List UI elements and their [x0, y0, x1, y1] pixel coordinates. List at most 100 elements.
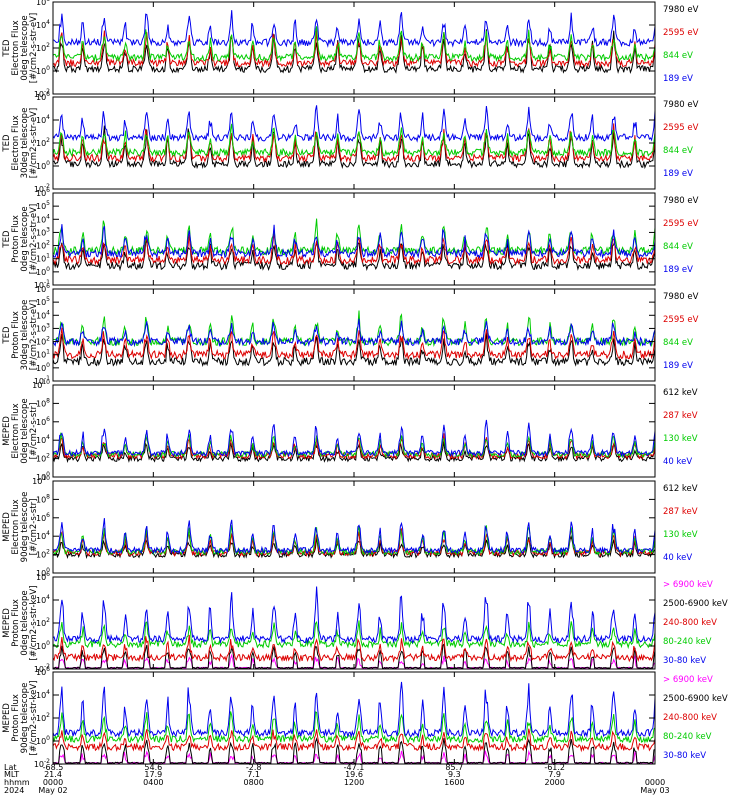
y-tick-label: 102 [36, 453, 50, 464]
panel-2: 106 104 102 100 10-2 TED Electron Flux 30deg te… [2, 91, 699, 194]
series-line [52, 441, 656, 464]
y-axis-label: Electron Flux [11, 499, 21, 554]
legend-entry: 240-800 keV [663, 713, 717, 723]
y-tick-label: 106 [36, 512, 50, 523]
y-tick-label: 101 [36, 349, 50, 360]
y-tick-label: 104 [36, 19, 50, 30]
panel-5: 1010 108 106 104 102 100 MEPED Electron Flux 0de… [2, 379, 698, 482]
legend-entry: 80-240 keV [663, 637, 712, 647]
series-line [52, 318, 656, 347]
series-line [52, 105, 656, 143]
y-tick-label: 108 [36, 397, 50, 408]
x-axis-value: 0000 [43, 778, 63, 787]
x-axis-value: 7.9 [548, 770, 561, 779]
y-axis-label: 0deg telescope [20, 206, 30, 271]
legend-entry: 2500-6900 keV [663, 694, 728, 704]
y-tick-label: 102 [36, 240, 50, 251]
legend-entry: 2595 eV [663, 219, 699, 229]
y-axis-label: MEPED [2, 416, 12, 446]
legend-entry: 7980 eV [663, 5, 699, 15]
y-axis-label: 0deg telescope [20, 398, 30, 463]
y-tick-label: 102 [36, 549, 50, 560]
legend-entry: 189 eV [663, 169, 693, 179]
x-axis-value: 9.3 [448, 770, 461, 779]
y-axis-label: Electron Flux [11, 403, 21, 458]
y-axis-label: MEPED [2, 608, 12, 638]
y-tick-label: 10-1 [34, 375, 50, 386]
x-axis-value: 85.7 [445, 763, 463, 772]
y-axis-label: TED [2, 230, 12, 249]
series-line [52, 419, 656, 458]
y-tick-label: 101 [36, 253, 50, 264]
y-axis-label: [#/cm2-s-str] [29, 403, 39, 460]
legend-entry: 844 eV [663, 338, 693, 348]
series-line [52, 10, 656, 48]
y-tick-label: 106 [36, 416, 50, 427]
legend-entry: 7980 eV [663, 100, 699, 110]
x-axis-value: 0800 [243, 778, 263, 787]
legend-entry: 287 keV [663, 411, 698, 421]
y-tick-label: 103 [36, 226, 50, 237]
x-axis-value: -61.2 [544, 763, 565, 772]
panel-frame [52, 384, 656, 478]
panel-frame [52, 192, 656, 286]
legend-entry: 80-240 keV [663, 732, 712, 742]
y-tick-label: 102 [36, 137, 50, 148]
legend-entry: 2500-6900 keV [663, 599, 728, 609]
y-tick-label: 106 [36, 91, 50, 102]
y-axis-label: [#/cm2-s-str-keV] [29, 681, 39, 756]
series-line [52, 634, 656, 663]
legend-entry: 189 eV [663, 74, 693, 84]
legend-entry: 40 keV [663, 457, 692, 467]
panel-6: 1010 108 106 104 102 100 MEPED Electron Flux 90d… [2, 475, 698, 578]
y-axis-label: 90deg telescope [20, 683, 30, 754]
x-axis-row-label: MLT [4, 770, 19, 779]
x-axis-value: 21.4 [44, 770, 62, 779]
legend-entry: 844 eV [663, 146, 693, 156]
legend-entry: 7980 eV [663, 292, 699, 302]
series-line [52, 123, 656, 164]
panel-frame [52, 671, 656, 765]
x-axis-value: 7.1 [247, 770, 260, 779]
x-axis-value: 54.6 [144, 763, 162, 772]
y-tick-label: 106 [36, 187, 50, 198]
series-line [52, 327, 656, 361]
legend-entry: 2595 eV [663, 123, 699, 133]
series-line [52, 681, 656, 739]
series-line [52, 620, 656, 650]
y-axis-label: MEPED [2, 512, 12, 542]
y-tick-label: 106 [36, 0, 50, 7]
y-tick-label: 10-2 [34, 183, 50, 194]
y-axis-label: TED [2, 134, 12, 153]
series-line [52, 310, 656, 348]
y-axis-label: [#/cm2-s-str-eV] [29, 13, 39, 83]
y-tick-label: 100 [36, 735, 50, 746]
x-axis-row-label: hhmm [4, 778, 30, 787]
legend-entry: 844 eV [663, 242, 693, 252]
y-tick-label: 106 [36, 666, 50, 677]
y-tick-label: 100 [36, 362, 50, 373]
y-tick-label: 102 [36, 712, 50, 723]
legend-entry: 30-80 keV [663, 656, 706, 666]
x-axis-value: 17.9 [144, 770, 162, 779]
y-tick-label: 102 [36, 617, 50, 628]
y-tick-label: 100 [36, 640, 50, 651]
series-line [52, 332, 656, 368]
series-line [52, 26, 656, 63]
legend-entry: 612 keV [663, 484, 698, 494]
y-tick-label: 104 [36, 114, 50, 125]
x-axis-value: May 02 [38, 786, 67, 795]
y-axis-label: [#/cm2-s-str-eV] [29, 300, 39, 370]
panel-frame [52, 96, 656, 190]
y-axis-label: [#/cm2-s-str-keV] [29, 586, 39, 661]
y-tick-label: 10-2 [34, 88, 50, 99]
y-axis-label: Electron Flux [11, 20, 21, 75]
y-tick-label: 100 [36, 266, 50, 277]
y-axis-label: 0deg telescope [20, 15, 30, 80]
legend-entry: > 6900 keV [663, 580, 713, 590]
series-line [52, 224, 656, 260]
y-tick-label: 102 [36, 336, 50, 347]
y-tick-label: 104 [36, 689, 50, 700]
y-tick-label: 105 [36, 200, 50, 211]
